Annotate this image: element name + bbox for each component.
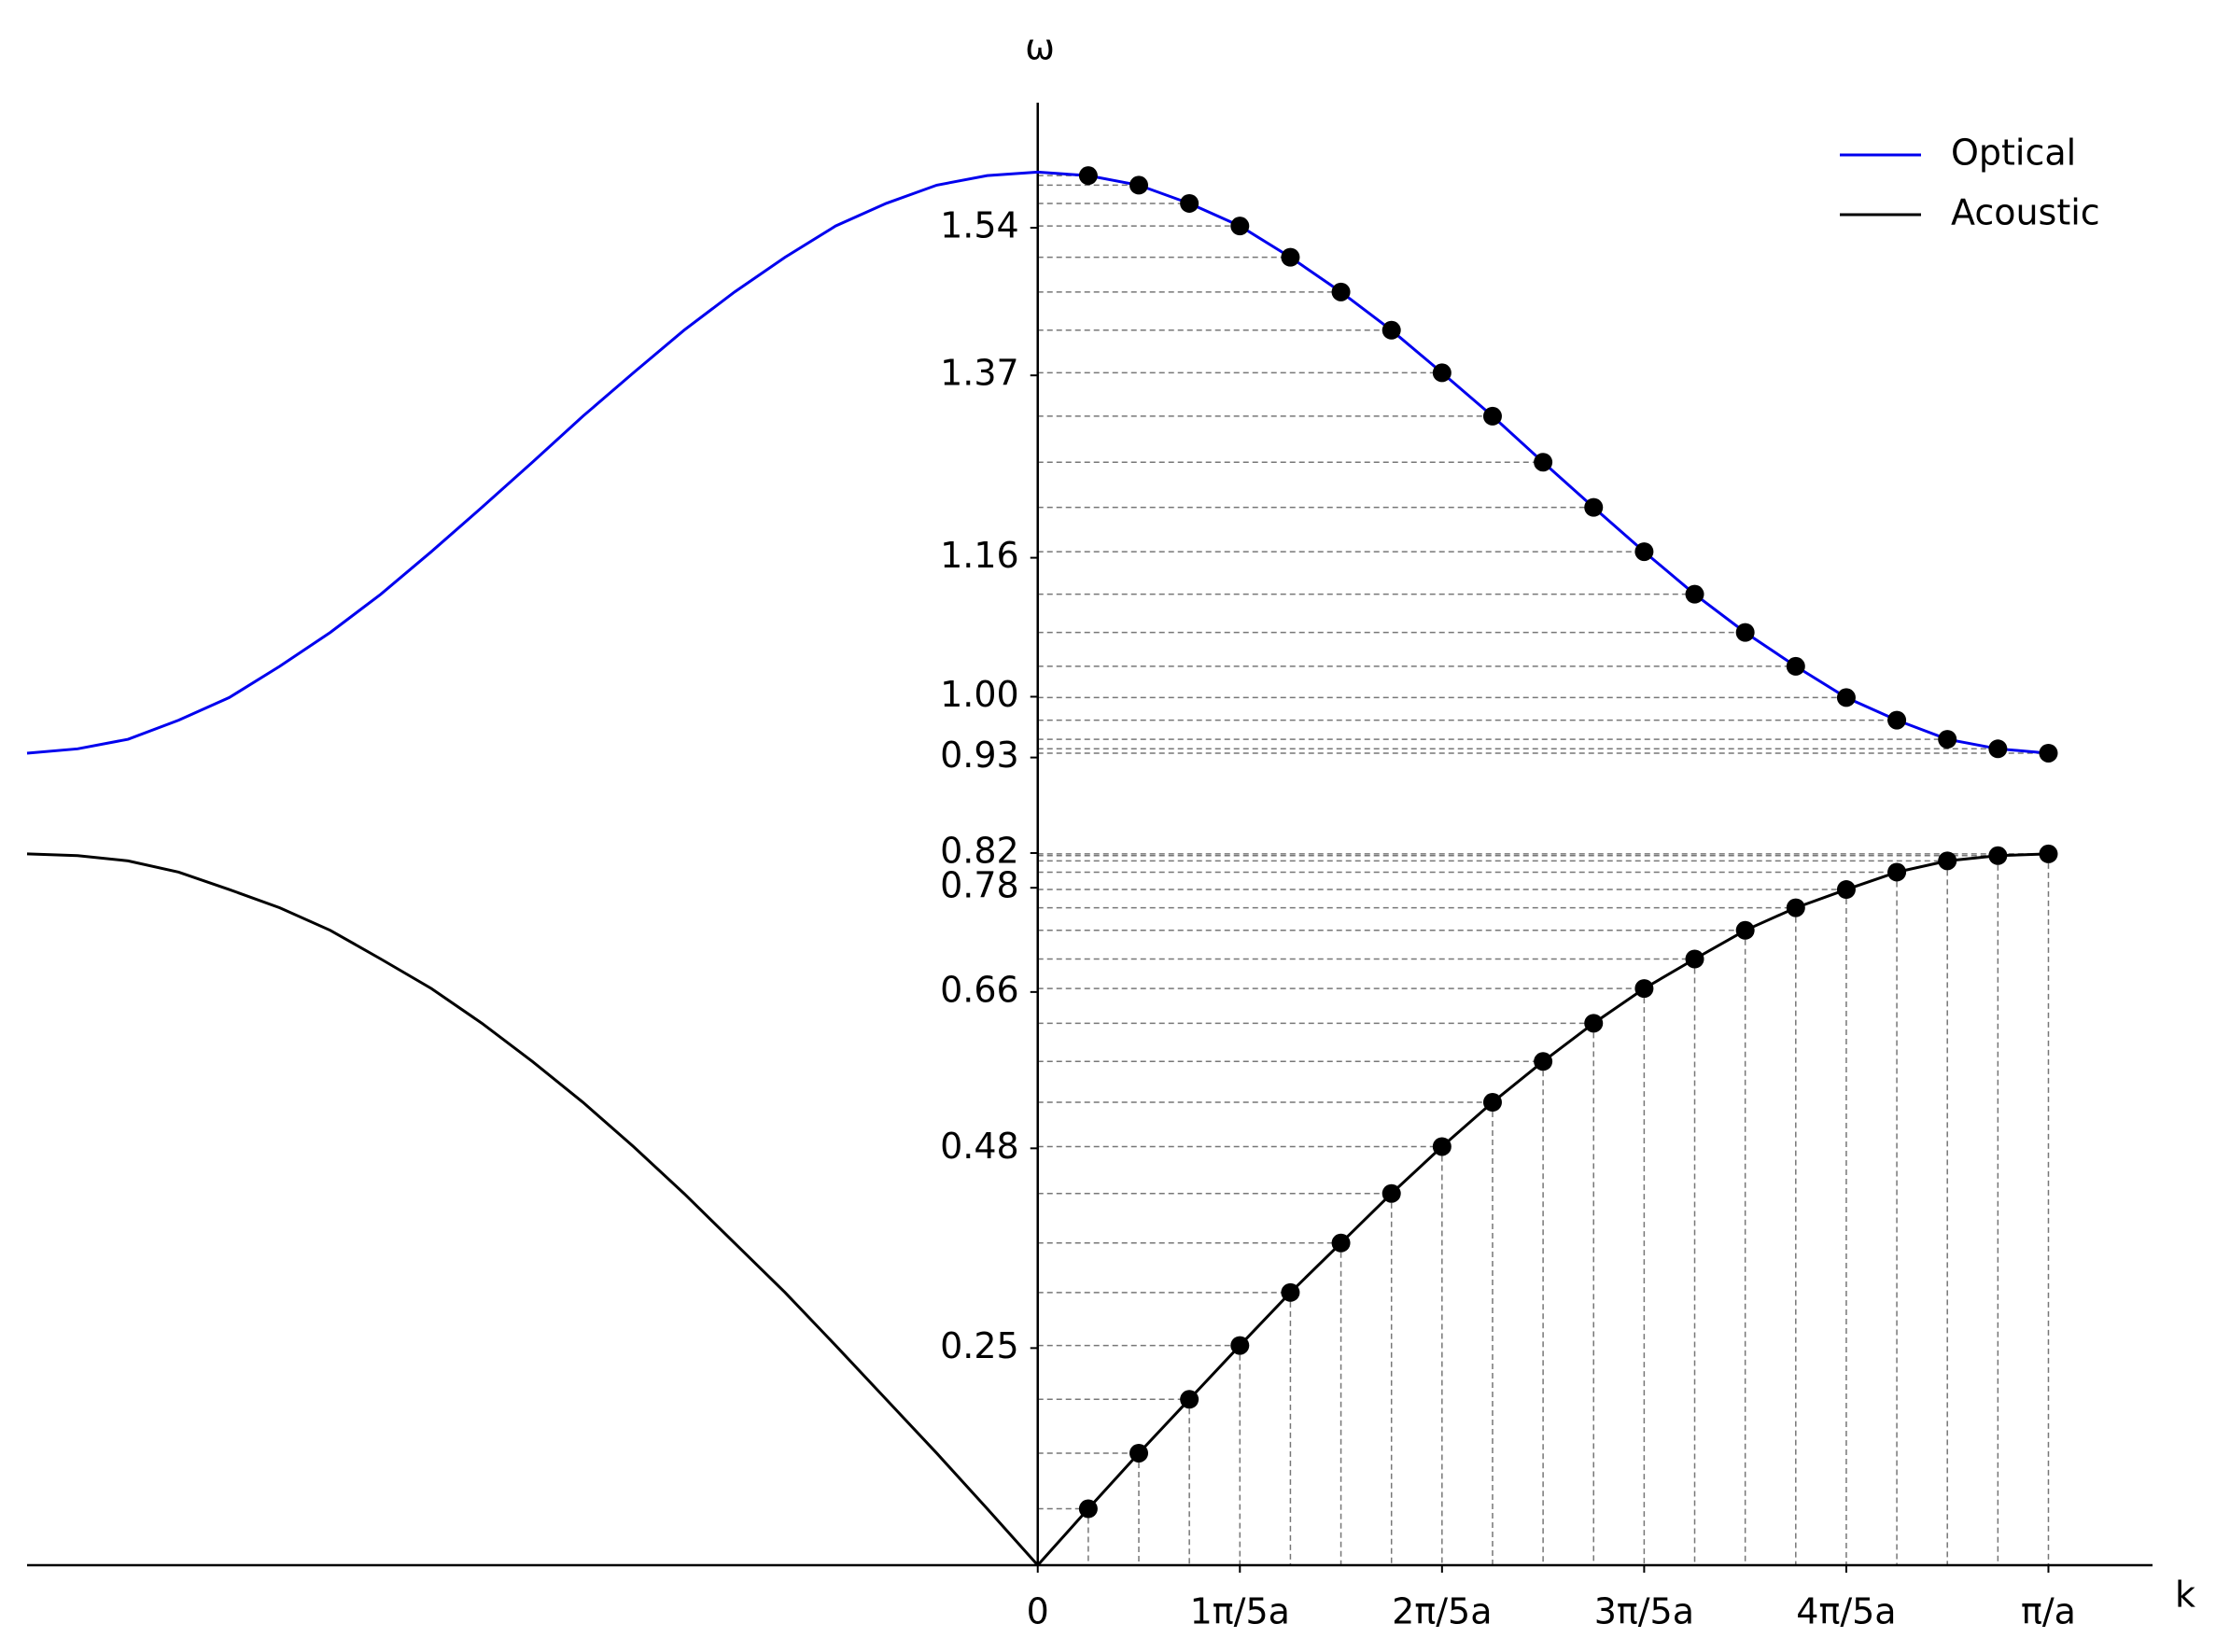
data-point: [1634, 979, 1654, 999]
data-point: [1331, 1233, 1351, 1253]
data-point: [1887, 710, 1907, 730]
series-line: [26, 170, 2049, 755]
data-point: [1786, 656, 1805, 676]
y-tick-label: 0.78: [940, 865, 1019, 906]
legend-label: Optical: [1951, 133, 2076, 174]
data-point: [1230, 1336, 1250, 1355]
x-axis-label: k: [2175, 1575, 2195, 1616]
data-point: [1180, 193, 1199, 213]
y-tick-label: 1.37: [940, 353, 1019, 394]
data-point: [1735, 623, 1755, 642]
data-point: [1281, 247, 1300, 267]
y-axis-label: ω: [1025, 27, 1055, 68]
data-point: [1988, 846, 2008, 865]
y-tick-label: 0.82: [940, 830, 1019, 871]
data-point: [1180, 1390, 1199, 1409]
data-point: [1078, 166, 1098, 186]
data-point: [1685, 949, 1704, 969]
data-point: [1078, 1499, 1098, 1519]
data-point: [1331, 282, 1351, 301]
data-point: [1786, 898, 1805, 917]
data-point: [1735, 920, 1755, 940]
data-point: [1887, 862, 1907, 882]
data-point: [2039, 743, 2058, 763]
data-point: [1432, 363, 1452, 383]
data-point: [1482, 1093, 1502, 1113]
series-line: [26, 852, 2049, 1568]
data-point: [2039, 844, 2058, 863]
x-tick-label: 1π/5a: [1190, 1591, 1290, 1632]
data-point: [1281, 1282, 1300, 1302]
data-point: [1584, 1014, 1604, 1033]
data-point: [1534, 1052, 1553, 1071]
legend-label: Acoustic: [1951, 192, 2100, 233]
y-tick-label: 0.66: [940, 969, 1019, 1010]
y-tick-label: 1.16: [940, 535, 1019, 576]
data-point: [1381, 320, 1401, 340]
y-tick-label: 1.54: [940, 204, 1019, 245]
data-point: [1836, 880, 1856, 900]
data-point: [1482, 406, 1502, 426]
y-tick-label: 0.48: [940, 1126, 1019, 1167]
y-tick-label: 0.25: [940, 1325, 1019, 1366]
y-tick-label: 1.00: [940, 674, 1019, 715]
x-tick-label: 4π/5a: [1796, 1591, 1896, 1632]
x-tick-label: π/a: [2021, 1591, 2076, 1632]
data-point: [1634, 542, 1654, 562]
data-point: [1988, 739, 2008, 759]
data-point: [1129, 175, 1149, 195]
data-point: [1230, 217, 1250, 236]
data-point: [1129, 1443, 1149, 1463]
data-point: [1381, 1183, 1401, 1203]
data-point: [1534, 453, 1553, 472]
x-tick-label: 0: [1027, 1591, 1049, 1632]
x-tick-label: 2π/5a: [1392, 1591, 1492, 1632]
data-point: [1584, 497, 1604, 517]
data-point: [1836, 688, 1856, 707]
y-tick-label: 0.93: [940, 735, 1019, 776]
data-point: [1938, 730, 1957, 749]
data-point: [1432, 1137, 1452, 1156]
x-tick-label: 3π/5a: [1594, 1591, 1694, 1632]
data-point: [1685, 584, 1704, 604]
data-point: [1938, 851, 1957, 871]
